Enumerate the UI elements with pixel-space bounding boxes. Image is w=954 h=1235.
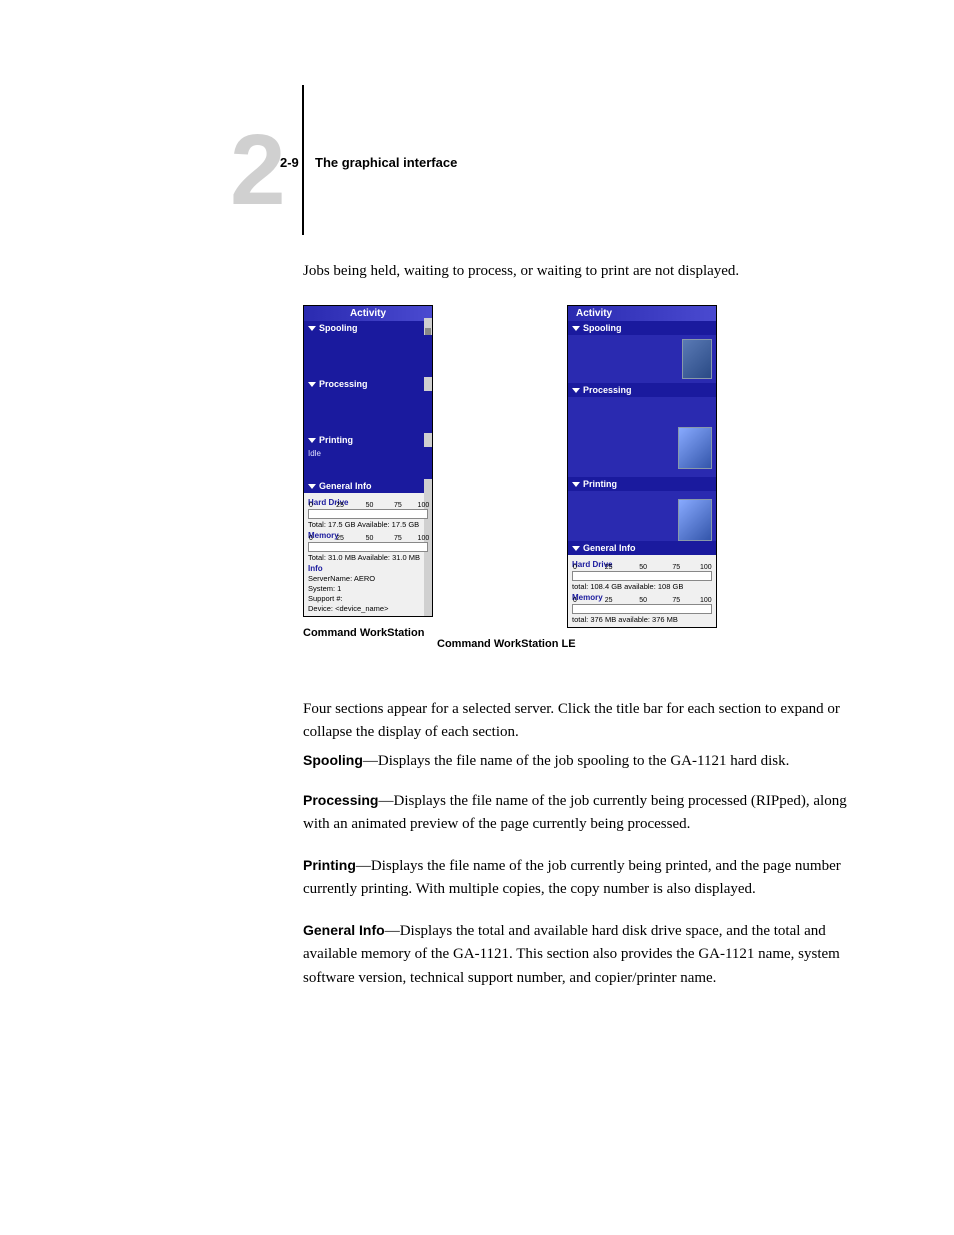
term-label: Printing	[303, 857, 356, 873]
spooling-body	[304, 335, 432, 377]
triangle-down-icon	[308, 484, 316, 489]
section-label: Printing	[319, 435, 353, 445]
support-row: Support #:	[308, 594, 428, 603]
screenshot-cws: Activity Spooling Processing Printing Id…	[303, 305, 433, 639]
memory-meter: 0 25 50 75 100	[572, 604, 712, 614]
triangle-down-icon	[572, 388, 580, 393]
triangle-down-icon	[308, 326, 316, 331]
page-reference: 2-9	[280, 155, 299, 170]
printing-body: Idle	[304, 447, 432, 479]
panel-title: Activity	[568, 306, 716, 321]
section-general-header[interactable]: General Info	[568, 541, 716, 555]
memory-meter: 0 25 50 75 100	[308, 542, 428, 552]
section-label: General Info	[319, 481, 372, 491]
server-name-row: ServerName: AERO	[308, 574, 428, 583]
printing-status: Idle	[308, 449, 321, 458]
intro-paragraph: Jobs being held, waiting to process, or …	[303, 260, 873, 283]
caption-cws: Command WorkStation	[303, 627, 433, 639]
section-label: Spooling	[583, 323, 622, 333]
caption-cwsle: Command WorkStation LE	[437, 638, 717, 650]
section-printing-header[interactable]: Printing	[304, 433, 432, 447]
term-text: —Displays the file name of the job curre…	[303, 793, 847, 832]
triangle-down-icon	[308, 382, 316, 387]
mem-stats: total: 376 MB available: 376 MB	[572, 615, 712, 624]
section-label: Printing	[583, 479, 617, 489]
system-row: System: 1	[308, 584, 428, 593]
term-label: Spooling	[303, 752, 363, 768]
panel-title: Activity	[304, 306, 432, 321]
paragraph-sections: Four sections appear for a selected serv…	[303, 698, 873, 745]
activity-panel-cwsle: Activity Spooling Processing Printing	[567, 305, 717, 628]
hard-drive-meter: 0 25 50 75 100	[572, 571, 712, 581]
section-processing-header[interactable]: Processing	[568, 383, 716, 397]
screenshots-container: Activity Spooling Processing Printing Id…	[303, 305, 873, 650]
term-label: Processing	[303, 792, 378, 808]
section-printing-header[interactable]: Printing	[568, 477, 716, 491]
section-label: Processing	[583, 385, 632, 395]
spooling-body	[568, 335, 716, 383]
printing-body	[568, 491, 716, 541]
section-spooling-header[interactable]: Spooling	[568, 321, 716, 335]
term-printing: Printing—Displays the file name of the j…	[303, 855, 873, 902]
triangle-down-icon	[572, 326, 580, 331]
term-spooling: Spooling—Displays the file name of the j…	[303, 750, 873, 773]
general-info-body: Hard Drive 0 25 50 75 100 total: 108.4 G…	[568, 555, 716, 627]
hard-drive-meter: 0 25 50 75 100	[308, 509, 428, 519]
section-processing-header[interactable]: Processing	[304, 377, 432, 391]
section-label: Spooling	[319, 323, 358, 333]
activity-panel-cws: Activity Spooling Processing Printing Id…	[303, 305, 433, 617]
preview-thumbnail	[678, 499, 712, 541]
term-text: —Displays the file name of the job curre…	[303, 858, 841, 897]
info-label: Info	[308, 564, 428, 573]
hd-stats: Total: 17.5 GB Available: 17.5 GB	[308, 520, 428, 529]
preview-thumbnail	[678, 427, 712, 469]
section-spooling-header[interactable]: Spooling	[304, 321, 432, 335]
chapter-number: 2	[230, 120, 286, 220]
section-label: General Info	[583, 543, 636, 553]
page-header: 2 2-9 The graphical interface	[230, 85, 870, 235]
term-label: General Info	[303, 922, 385, 938]
section-label: Processing	[319, 379, 368, 389]
mem-stats: Total: 31.0 MB Available: 31.0 MB	[308, 553, 428, 562]
triangle-down-icon	[572, 482, 580, 487]
vertical-rule	[302, 85, 304, 235]
term-text: —Displays the file name of the job spool…	[363, 753, 789, 769]
triangle-down-icon	[572, 546, 580, 551]
preview-thumbnail	[682, 339, 712, 379]
hd-stats: total: 108.4 GB available: 108 GB	[572, 582, 712, 591]
processing-body	[304, 391, 432, 433]
triangle-down-icon	[308, 438, 316, 443]
processing-body	[568, 397, 716, 477]
device-row: Device: <device_name>	[308, 604, 428, 613]
section-general-header[interactable]: General Info	[304, 479, 432, 493]
general-info-body: Hard Drive 0 25 50 75 100 Total: 17.5 GB…	[304, 493, 432, 616]
term-processing: Processing—Displays the file name of the…	[303, 790, 873, 837]
page-title: The graphical interface	[315, 155, 457, 170]
screenshot-cwsle: Activity Spooling Processing Printing	[437, 305, 717, 650]
term-general-info: General Info—Displays the total and avai…	[303, 920, 873, 990]
